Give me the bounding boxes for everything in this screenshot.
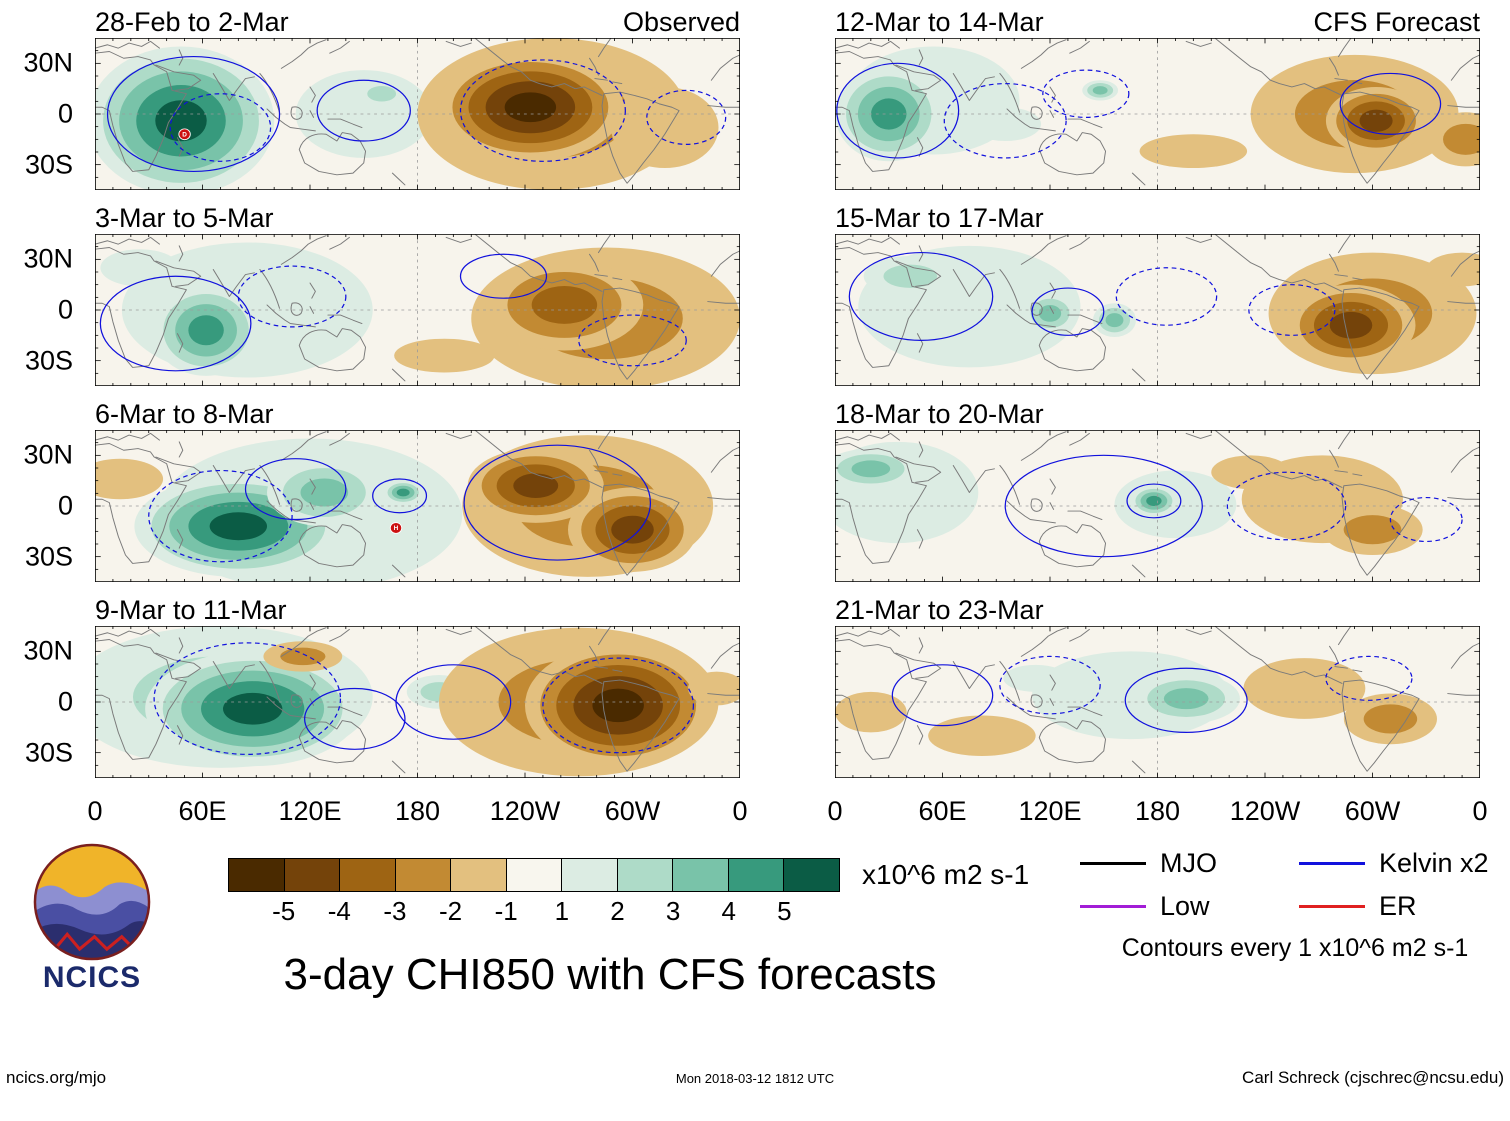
- x-tick-180: 180: [394, 796, 441, 826]
- y-tick-30n: 30N: [23, 439, 73, 470]
- y-tick-0: 0: [57, 98, 73, 129]
- x-tick-120w: 120W: [1229, 796, 1301, 826]
- observed-column: 28-Feb to 2-Mar Observed 30N 0 30S D 3-M…: [0, 6, 747, 832]
- y-tick-30n: 30N: [23, 243, 73, 274]
- er-line-icon: [1299, 905, 1365, 908]
- panel-observed-2: 3-Mar to 5-Mar 30N 0 30S: [0, 202, 740, 386]
- panel-observed-4: 9-Mar to 11-Mar 30N 0 30S: [0, 594, 740, 778]
- y-tick-30s: 30S: [24, 737, 73, 768]
- x-tick-120e: 120E: [278, 796, 342, 826]
- colorbar-block: x10^6 m2 s-1 -5 -4 -3 -2 -1 1 2 3 4 5: [228, 858, 1029, 926]
- x-tick-60w: 60W: [1344, 796, 1401, 826]
- legend-entry-low: Low: [1080, 891, 1291, 922]
- cb-tick: -5: [272, 896, 296, 926]
- y-tick-0: 0: [57, 686, 73, 717]
- panel-forecast-1: 12-Mar to 14-Mar CFS Forecast: [835, 6, 1480, 190]
- logo-text: NCICS: [42, 961, 142, 994]
- y-axis-labels: 30N 0 30S: [0, 234, 95, 386]
- legend-entry-mjo: MJO: [1080, 848, 1291, 879]
- x-tick-120w: 120W: [489, 796, 561, 826]
- map-observed-2: [95, 234, 740, 386]
- forecast-label: CFS Forecast: [1313, 7, 1480, 37]
- cb-tick: 1: [554, 896, 570, 926]
- cb-tick: -1: [494, 896, 518, 926]
- forecast-column: 12-Mar to 14-Mar CFS Forecast 15-Mar to …: [827, 6, 1487, 832]
- y-tick-30s: 30S: [24, 541, 73, 572]
- source-url: ncics.org/mjo: [6, 1068, 107, 1087]
- panel-forecast-3: 18-Mar to 20-Mar: [835, 398, 1480, 582]
- legend-label: Kelvin x2: [1379, 848, 1489, 878]
- y-axis-labels: 30N 0 30S: [0, 626, 95, 778]
- legend-entry-er: ER: [1299, 891, 1510, 922]
- panel-observed-1: 28-Feb to 2-Mar Observed 30N 0 30S D: [0, 6, 740, 190]
- panel-title: 18-Mar to 20-Mar: [835, 399, 1044, 429]
- low-line-icon: [1080, 905, 1146, 908]
- panel-title: 28-Feb to 2-Mar: [95, 7, 289, 37]
- panel-title: 15-Mar to 17-Mar: [835, 203, 1044, 233]
- map-forecast-2: [835, 234, 1480, 386]
- figure-footer: NCICS x10^6 m2 s-1 -5 -4 -3 -2 -1 1 2 3 …: [0, 836, 1510, 1090]
- cb-tick: 5: [777, 896, 792, 926]
- colorbar-segments: [228, 858, 840, 892]
- map-forecast-4: [835, 626, 1480, 778]
- cb-tick: -3: [383, 896, 407, 926]
- y-axis-labels: 30N 0 30S: [0, 38, 95, 190]
- panel-title: 3-Mar to 5-Mar: [95, 203, 274, 233]
- legend-entry-kelvin: Kelvin x2: [1299, 848, 1510, 879]
- panel-forecast-2: 15-Mar to 17-Mar: [835, 202, 1480, 386]
- panel-title: 6-Mar to 8-Mar: [95, 399, 274, 429]
- x-tick-0: 0: [87, 796, 103, 826]
- svg-text:H: H: [394, 525, 399, 532]
- cb-tick: 2: [610, 896, 625, 926]
- cb-tick: 4: [721, 896, 736, 926]
- x-tick-0: 0: [827, 796, 843, 826]
- observed-label: Observed: [622, 7, 740, 37]
- map-forecast-1: [835, 38, 1480, 190]
- map-forecast-3: [835, 430, 1480, 582]
- timestamp: Mon 2018-03-12 1812 UTC: [675, 1071, 835, 1086]
- y-tick-30n: 30N: [23, 635, 73, 666]
- x-tick-60w: 60W: [604, 796, 661, 826]
- y-tick-0: 0: [57, 294, 73, 325]
- map-grid: 28-Feb to 2-Mar Observed 30N 0 30S D 3-M…: [0, 6, 1487, 832]
- y-tick-30n: 30N: [23, 47, 73, 78]
- x-tick-120e: 120E: [1018, 796, 1082, 826]
- contour-interval-note: Contours every 1 x10^6 m2 s-1: [1121, 934, 1469, 962]
- ncics-logo: [33, 843, 151, 961]
- y-tick-30s: 30S: [24, 149, 73, 180]
- ncics-logo-block: NCICS: [14, 840, 170, 995]
- x-axis-labels: 0 60E 120E 180 120W 60W 0: [87, 790, 747, 832]
- panel-title: 9-Mar to 11-Mar: [95, 595, 287, 625]
- contour-legend: MJO Kelvin x2 Low ER Contours every 1 x1…: [1080, 848, 1510, 963]
- author-credit: Carl Schreck (cjschrec@ncsu.edu): [1242, 1068, 1504, 1087]
- colorbar-units: x10^6 m2 s-1: [862, 859, 1030, 890]
- panel-title: 21-Mar to 23-Mar: [835, 595, 1044, 625]
- y-tick-30s: 30S: [24, 345, 73, 376]
- y-tick-0: 0: [57, 490, 73, 521]
- kelvin-line-icon: [1299, 862, 1365, 865]
- x-tick-0-right: 0: [732, 796, 748, 826]
- legend-label: Low: [1160, 891, 1210, 921]
- x-tick-180: 180: [1134, 796, 1181, 826]
- y-axis-labels: 30N 0 30S: [0, 430, 95, 582]
- figure-title: 3-day CHI850 with CFS forecasts: [283, 950, 937, 999]
- map-observed-3: H: [95, 430, 740, 582]
- legend-label: MJO: [1160, 848, 1217, 878]
- panel-title: 12-Mar to 14-Mar: [835, 7, 1044, 37]
- mjo-line-icon: [1080, 862, 1146, 865]
- panel-observed-3: 6-Mar to 8-Mar 30N 0 30S H: [0, 398, 740, 582]
- x-tick-60e: 60E: [178, 796, 227, 826]
- colorbar-tick-labels: -5 -4 -3 -2 -1 1 2 3 4 5: [228, 892, 840, 926]
- cb-tick: 3: [665, 896, 681, 926]
- map-observed-4: [95, 626, 740, 778]
- x-axis-labels: 0 60E 120E 180 120W 60W 0: [827, 790, 1487, 832]
- panel-forecast-4: 21-Mar to 23-Mar: [835, 594, 1480, 778]
- x-tick-60e: 60E: [918, 796, 967, 826]
- map-observed-1: D: [95, 38, 740, 190]
- x-tick-0-right: 0: [1472, 796, 1488, 826]
- legend-label: ER: [1379, 891, 1417, 921]
- svg-text:D: D: [182, 132, 187, 139]
- cb-tick: -2: [438, 896, 463, 926]
- cb-tick: -4: [327, 896, 351, 926]
